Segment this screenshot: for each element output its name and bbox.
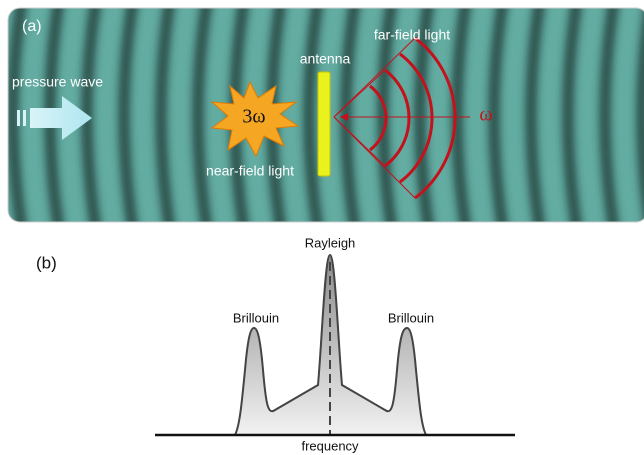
brillouin-right-label: Brillouin <box>388 310 434 325</box>
panel-label: (a) <box>22 18 42 35</box>
wavefront <box>8 8 28 222</box>
spectrum <box>233 253 428 436</box>
wavefront <box>118 8 139 222</box>
rayleigh-label: Rayleigh <box>305 235 356 250</box>
panel-label: (b) <box>36 253 57 272</box>
wavefront <box>377 8 398 222</box>
pressure-wave-label: pressure wave <box>12 74 103 90</box>
wavefront <box>525 8 546 222</box>
far-field-label: far-field light <box>374 27 450 43</box>
wavefront <box>303 8 324 222</box>
wavefront <box>488 8 509 222</box>
starburst <box>210 80 300 158</box>
wavefront <box>562 8 583 222</box>
wavefront <box>451 8 472 222</box>
antenna-label: antenna <box>300 51 351 67</box>
near-field-label: near-field light <box>206 163 294 179</box>
wavefront <box>599 8 620 222</box>
antenna <box>317 71 331 177</box>
wavefront <box>192 8 213 222</box>
wavefront <box>636 8 644 222</box>
frequency-label: frequency <box>301 438 359 453</box>
pressure-arrow <box>17 96 92 140</box>
panel-b: (b) Rayleigh Brillouin Brillouin frequen… <box>36 235 515 453</box>
wavefront <box>155 8 176 222</box>
omega-label: ω <box>479 104 492 126</box>
brillouin-left-label: Brillouin <box>233 310 279 325</box>
panel-border <box>7 7 644 223</box>
harmonic-label: 3ω <box>242 106 265 128</box>
far-field-waves <box>333 36 470 200</box>
wavefront <box>414 8 435 222</box>
